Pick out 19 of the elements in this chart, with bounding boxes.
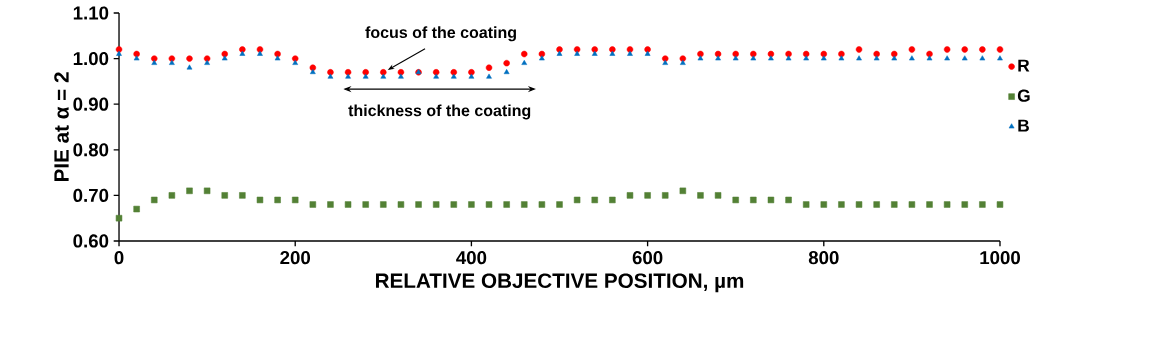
y-tick-label: 0.90 bbox=[73, 97, 109, 111]
x-tick-label: 800 bbox=[808, 251, 839, 265]
x-tick-label: 1000 bbox=[980, 251, 1020, 265]
annotation: focus of the coating bbox=[365, 26, 516, 42]
y-tick-label: 0.80 bbox=[73, 143, 109, 157]
legend-label: R bbox=[1018, 59, 1030, 72]
x-tick-label: 600 bbox=[632, 251, 663, 265]
y-tick-label: 1.10 bbox=[73, 6, 109, 20]
y-axis-title: PIE at α = 2 bbox=[54, 72, 69, 182]
legend-label: G bbox=[1017, 89, 1030, 102]
x-tick-label: 400 bbox=[456, 251, 487, 265]
annotation: thickness of the coating bbox=[348, 104, 531, 120]
x-axis-title: RELATIVE OBJECTIVE POSITION, µm bbox=[375, 273, 744, 293]
x-tick-label: 0 bbox=[114, 251, 124, 265]
y-tick-label: 1.00 bbox=[73, 51, 109, 66]
y-tick-label: 0.70 bbox=[73, 188, 109, 202]
y-tick-label: 0.60 bbox=[73, 234, 109, 248]
x-tick-label: 200 bbox=[280, 251, 311, 265]
legend-label: B bbox=[1018, 119, 1029, 132]
